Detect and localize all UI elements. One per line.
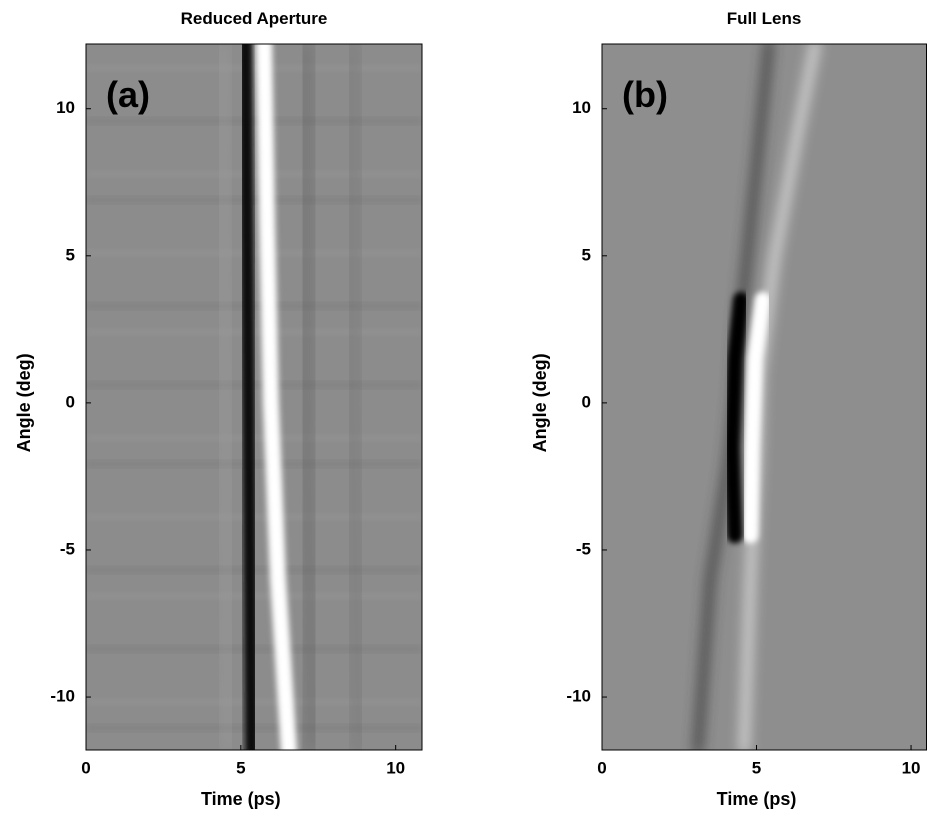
image-feature xyxy=(238,44,259,750)
image-feature xyxy=(298,44,320,750)
x-axis-label: Time (ps) xyxy=(201,789,281,809)
image-stripe xyxy=(86,64,422,72)
y-tick-label: 5 xyxy=(66,245,75,264)
y-axis-label: Angle (deg) xyxy=(530,353,550,452)
x-tick-label: 0 xyxy=(597,758,606,777)
y-tick-label: 10 xyxy=(56,98,75,117)
axes-frame xyxy=(85,43,423,751)
x-tick-label: 10 xyxy=(902,758,921,777)
image-feature xyxy=(723,291,750,544)
image-stripe xyxy=(86,196,422,204)
y-tick-label: -5 xyxy=(60,539,75,558)
y-tick-label: 0 xyxy=(582,392,591,411)
y-tick-label: 5 xyxy=(582,245,591,264)
x-tick-label: 5 xyxy=(752,758,761,777)
chart-title: Reduced Aperture xyxy=(181,9,328,28)
panel-label: (b) xyxy=(622,74,668,115)
intensity-image xyxy=(602,44,926,750)
y-tick-label: 10 xyxy=(572,98,591,117)
image-background xyxy=(602,44,926,750)
panel: 0 5 10 -10 -5 0 5 10 Reduced Aperture (a) Time (ps… xyxy=(14,9,423,809)
x-tick-label: 10 xyxy=(386,758,405,777)
image-feature xyxy=(742,291,771,544)
y-tick-label: -10 xyxy=(566,687,591,706)
y-tick-label: 0 xyxy=(66,392,75,411)
image-stripe xyxy=(86,117,422,125)
image-stripe xyxy=(86,170,422,178)
chart-title: Full Lens xyxy=(727,9,802,28)
y-tick-label: -5 xyxy=(576,539,591,558)
x-axis-label: Time (ps) xyxy=(717,789,797,809)
image-feature xyxy=(256,44,297,750)
image-feature xyxy=(217,44,234,750)
x-tick-label: 0 xyxy=(81,758,90,777)
x-tick-label: 5 xyxy=(236,758,245,777)
panel-label: (a) xyxy=(106,74,150,115)
image-feature xyxy=(345,44,366,750)
y-axis-label: Angle (deg) xyxy=(14,353,34,452)
y-tick-label: -10 xyxy=(50,687,75,706)
panel: 0 5 10 -10 -5 0 5 10 Full Lens (b) Time (ps) Angle … xyxy=(530,9,927,809)
intensity-image xyxy=(86,44,422,750)
